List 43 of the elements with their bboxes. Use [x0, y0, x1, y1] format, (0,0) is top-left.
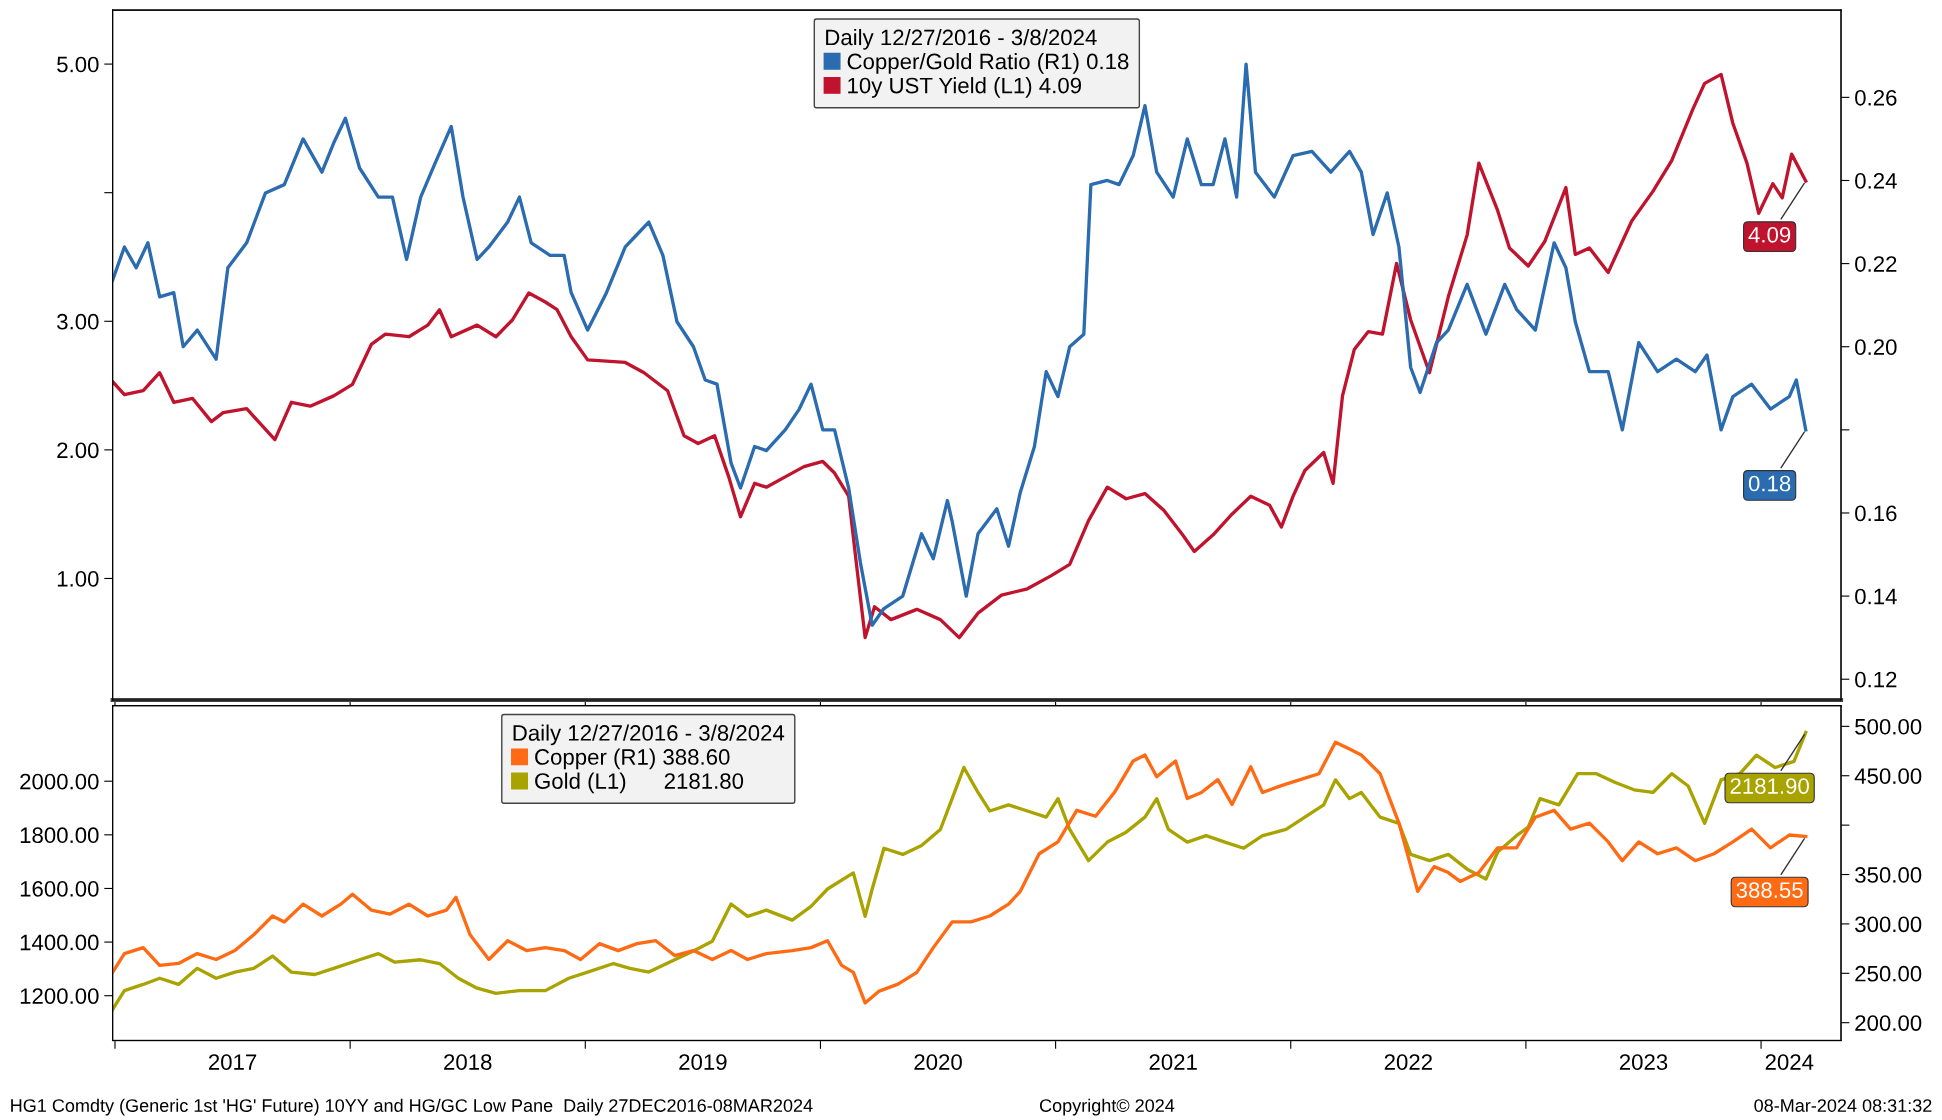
x-tick-label: 2020: [914, 1054, 962, 1070]
x-tick-label: 2023: [1619, 1054, 1668, 1070]
y-tick-label: 2000.00: [20, 773, 99, 790]
x-tick-label: 2017: [208, 1054, 257, 1070]
y-tick-label: 1800.00: [20, 827, 99, 844]
y-tick-label: 1400.00: [20, 934, 99, 951]
y2-tick-label: 0.16: [1855, 505, 1897, 522]
y-tick-label: 1600.00: [20, 880, 99, 897]
data-label: 388.55: [1736, 882, 1803, 898]
y2-tick-label: 300.00: [1855, 916, 1922, 933]
y2-tick-label: 0.12: [1855, 671, 1897, 688]
data-label: 0.18: [1748, 475, 1791, 492]
x-tick-label: 2021: [1149, 1054, 1197, 1070]
x-tick-label: 2024: [1765, 1054, 1814, 1070]
y2-tick-label: 0.24: [1855, 173, 1897, 189]
legend-label: Copper (R1) 388.60: [535, 748, 730, 770]
y-tick-label: 1200.00: [20, 988, 99, 1004]
y-tick-label: 5.00: [57, 56, 99, 73]
y-tick-label: 1.00: [57, 571, 99, 587]
y2-tick-label: 500.00: [1855, 718, 1922, 735]
legend-label: Gold (L1) 2181.80: [535, 772, 744, 794]
x-tick-label: 2018: [444, 1054, 492, 1070]
y2-tick-label: 350.00: [1855, 867, 1922, 883]
y2-tick-label: 0.14: [1855, 588, 1897, 605]
legend-title: Daily 12/27/2016 - 3/8/2024: [826, 28, 1097, 50]
text: Copyright© 2024: [1039, 1098, 1175, 1116]
x-tick-label: 2019: [679, 1054, 727, 1070]
text: 08-Mar-2024 08:31:32: [1754, 1099, 1932, 1112]
text: HG1 Comdty (Generic 1st 'HG' Future) 10YY and HG/GC Low Pane Daily 27DEC2016-08MAR2024: [11, 1098, 813, 1116]
y2-tick-label: 0.22: [1855, 256, 1897, 272]
y2-tick-label: 0.26: [1855, 89, 1897, 106]
y2-tick-label: 450.00: [1854, 768, 1922, 785]
legend-title: Daily 12/27/2016 - 3/8/2024: [513, 724, 785, 746]
data-label: 2181.90: [1730, 778, 1809, 794]
legend-label: Copper/Gold Ratio (R1) 0.18: [847, 53, 1129, 74]
data-label: 4.09: [1748, 226, 1791, 243]
legend-label: 10y UST Yield (L1) 4.09: [848, 77, 1082, 98]
x-tick-label: 2022: [1384, 1054, 1432, 1070]
y2-tick-label: 200.00: [1855, 1015, 1922, 1031]
y2-tick-label: 250.00: [1855, 965, 1922, 982]
y2-tick-label: 0.20: [1855, 339, 1897, 355]
y-tick-label: 3.00: [57, 313, 99, 330]
y-tick-label: 2.00: [57, 442, 99, 459]
